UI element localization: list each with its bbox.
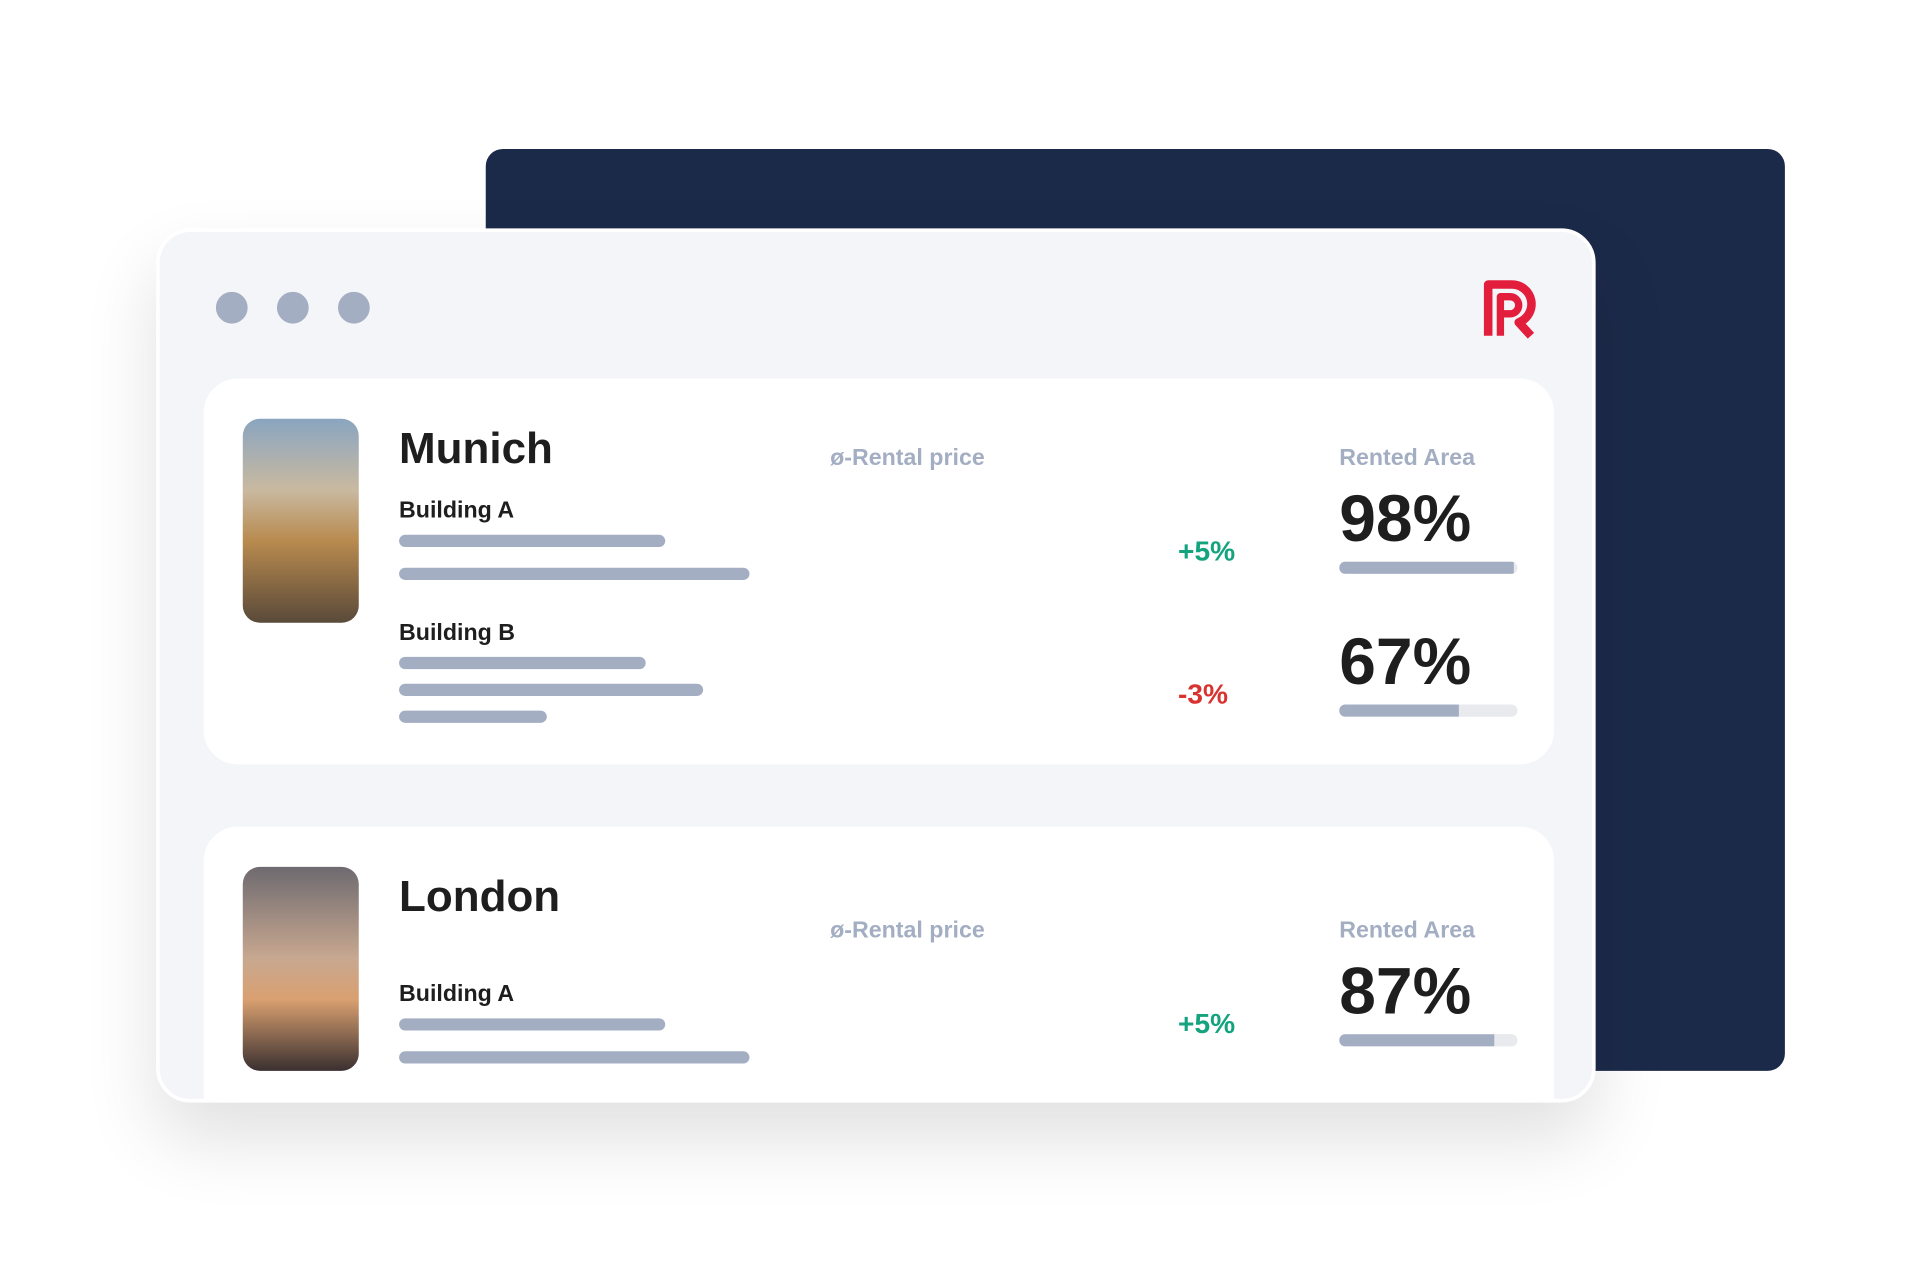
sparkline bbox=[830, 501, 1086, 586]
rented-fill bbox=[1339, 1034, 1495, 1047]
rented-track bbox=[1339, 561, 1518, 574]
building-name: Building B bbox=[399, 620, 516, 646]
price-label: ø-Rental price bbox=[830, 918, 985, 944]
change-label: +5% bbox=[1178, 1007, 1236, 1040]
window-dot bbox=[215, 291, 248, 324]
text-placeholder bbox=[399, 1051, 750, 1064]
rented-marker bbox=[1453, 695, 1465, 702]
building-name: Building A bbox=[399, 498, 515, 524]
text-placeholder bbox=[399, 534, 666, 548]
trend-badge bbox=[1104, 521, 1163, 580]
rented-fill bbox=[1339, 561, 1514, 574]
change-label: +5% bbox=[1178, 534, 1236, 567]
area-label: Rented Area bbox=[1339, 445, 1476, 472]
window-dot bbox=[276, 291, 309, 324]
building-name: Building A bbox=[399, 981, 515, 1008]
rented-track bbox=[1339, 704, 1518, 717]
text-placeholder bbox=[399, 683, 704, 696]
rented-fill bbox=[1339, 704, 1459, 717]
rented-track bbox=[1339, 1034, 1518, 1047]
sparkline bbox=[830, 973, 1086, 1058]
window: Munich ø-Rental price Rented Area Building … bbox=[156, 228, 1596, 1103]
text-placeholder bbox=[399, 567, 750, 580]
logo bbox=[1483, 280, 1536, 339]
text-placeholder bbox=[399, 656, 646, 670]
window-dot bbox=[338, 291, 370, 324]
text-placeholder bbox=[399, 710, 547, 723]
city-name: London bbox=[399, 870, 561, 921]
rented-marker bbox=[1508, 552, 1520, 559]
sparkline bbox=[830, 643, 1086, 728]
trend-badge bbox=[1104, 664, 1163, 723]
rented-value: 87% bbox=[1339, 954, 1472, 1029]
change-label: -3% bbox=[1178, 677, 1229, 710]
city-name: Munich bbox=[399, 422, 553, 473]
rented-value: 98% bbox=[1339, 482, 1472, 556]
city-photo bbox=[242, 866, 359, 1071]
area-label: Rented Area bbox=[1339, 918, 1476, 944]
city-card: London ø-Rental price Rented Area Building … bbox=[203, 826, 1555, 1099]
city-card: Munich ø-Rental price Rented Area Building … bbox=[203, 378, 1555, 765]
trend-badge bbox=[1104, 994, 1163, 1053]
rented-value: 67% bbox=[1339, 625, 1472, 699]
price-label: ø-Rental price bbox=[830, 445, 985, 472]
city-photo bbox=[242, 418, 359, 623]
stage: Munich ø-Rental price Rented Area Building … bbox=[12, 0, 1907, 1280]
text-placeholder bbox=[399, 1018, 666, 1031]
rented-marker bbox=[1488, 1024, 1500, 1031]
